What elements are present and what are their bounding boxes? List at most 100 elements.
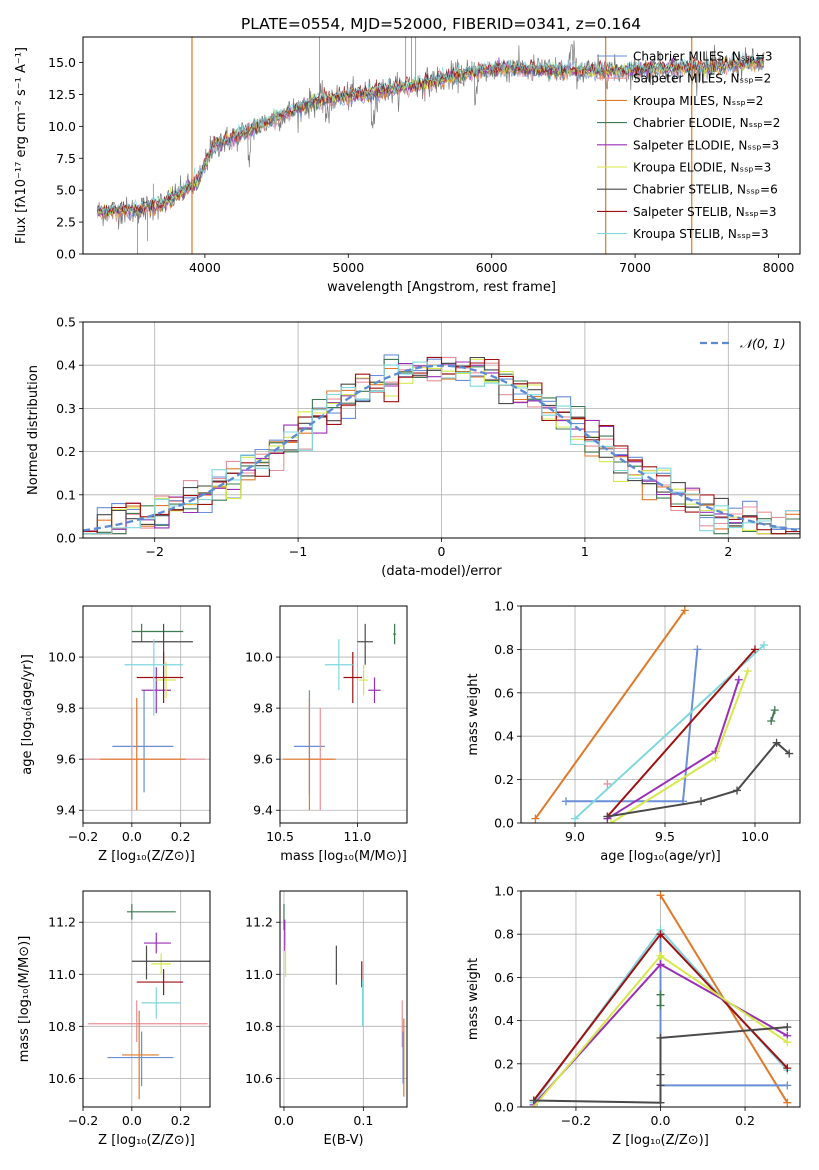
age_vs_Z-ytick-label: 10.0: [48, 650, 76, 665]
spectrum-legend-label: Salpeter MILES, Nₛₛₚ=2: [633, 72, 771, 86]
spectrum-ytick-label: 12.5: [48, 87, 76, 102]
weight_vs_age-marker-kroupa_elodie: [711, 753, 720, 762]
age_vs_Z-ytick-label: 9.8: [56, 701, 76, 716]
age_vs_mass-ytick-label: 9.6: [253, 752, 273, 767]
weight_vs_Z-line-chabrier_stelib: [533, 1026, 788, 1104]
spectrum-ytick-label: 2.5: [56, 215, 76, 230]
age_vs_Z-xtick-label: 0.2: [171, 829, 191, 844]
weight_vs_Z-ytick-label: 0.8: [494, 927, 514, 942]
weight_vs_age-marker-kroupa_stelib: [571, 814, 579, 823]
residuals-ytick-label: 0.1: [56, 487, 76, 502]
spectrum-model-line-kroupa_stelib: [96, 52, 765, 219]
weight_vs_age-marker-chabrier_elodie: [767, 717, 776, 726]
spectrum-xtick-label: 5000: [332, 260, 364, 275]
spectrum-ytick-label: 10.0: [48, 119, 76, 134]
weight_vs_age-ytick-label: 0.8: [494, 642, 514, 657]
weight_vs_Z-marker-chabrier_stelib: [656, 1098, 665, 1107]
age_vs_mass-xtick-label: 11.0: [344, 829, 372, 844]
mass_vs_ebv-xtick-label: 0.1: [353, 1113, 373, 1128]
weight_vs_age-marker-chabrier_stelib: [772, 738, 781, 747]
weight_vs_age-ytick-label: 1.0: [494, 599, 514, 614]
weight_vs_Z-ytick-label: 0.0: [494, 1100, 514, 1115]
age_vs_mass-xlabel: mass [log₁₀(M/M⊙)]: [280, 849, 407, 864]
weight_vs_age-marker-chabrier_miles: [562, 797, 570, 806]
weight_vs_Z-marker-chabrier_stelib: [656, 1070, 665, 1079]
mass_vs_ebv-ytick-label: 10.6: [245, 1071, 273, 1086]
residuals-ytick-label: 0.0: [56, 531, 76, 546]
weight_vs_Z-marker-salpeter_elodie: [656, 960, 665, 969]
weight_vs_Z-ytick-label: 0.6: [494, 970, 514, 985]
spectrum-legend-label: Salpeter ELODIE, Nₛₛₚ=3: [633, 138, 779, 152]
weight_vs_age-line-kroupa_miles: [534, 609, 686, 820]
spectrum-legend-label: Kroupa MILES, Nₛₛₚ=2: [633, 94, 763, 108]
weight_vs_Z-ytick-label: 1.0: [494, 884, 514, 899]
weight_vs_age-marker-salpeter_miles: [603, 779, 612, 788]
weight_vs_Z-marker-chabrier_miles: [783, 1081, 792, 1090]
weight_vs_age-marker-kroupa_elodie: [743, 667, 752, 676]
weight_vs_age-ytick-label: 0.0: [494, 816, 514, 831]
mass_vs_Z-ylabel: mass [log₁₀(M/M⊙)]: [17, 936, 32, 1063]
weight_vs_Z-marker-kroupa_elodie: [783, 1038, 792, 1047]
spectrum-model-line-chabrier_stelib: [97, 54, 765, 216]
weight_vs_age-marker-kroupa_miles: [531, 814, 540, 823]
weight_vs_age-ylabel: mass weight: [466, 673, 481, 755]
residuals-frame: [82, 321, 801, 539]
residuals-xtick-label: −2: [145, 544, 163, 559]
spectrum-xtick-label: 4000: [189, 260, 221, 275]
weight_vs_Z-xtick-label: 0.2: [735, 1113, 755, 1128]
weight_vs_Z-marker-chabrier_elodie: [656, 1001, 665, 1010]
weight_vs_Z-marker-salpeter_stelib: [783, 1064, 792, 1073]
spectrum-legend-label: Chabrier STELIB, Nₛₛₚ=6: [633, 183, 778, 197]
weight_vs_Z-marker-chabrier_stelib: [656, 1033, 665, 1042]
residuals-xtick-label: 1: [581, 544, 589, 559]
weight_vs_Z-line-chabrier_miles: [659, 934, 788, 1087]
weight_vs_Z-marker-chabrier_stelib: [783, 1023, 792, 1032]
mass_vs_ebv-ytick-label: 10.8: [245, 1019, 273, 1034]
residual-legend-label: 𝒩(0, 1): [740, 336, 786, 351]
residuals-xtick-label: 2: [724, 544, 732, 559]
weight_vs_Z-xlabel: Z [log₁₀(Z/Z⊙)]: [612, 1133, 709, 1148]
weight_vs_age-marker-chabrier_stelib: [785, 749, 794, 758]
spectrum-xlabel: wavelength [Angstrom, rest frame]: [327, 280, 556, 295]
weight_vs_age-marker-chabrier_miles: [693, 645, 702, 654]
spectrum-ylabel: Flux [fλ10⁻¹⁷ erg cm⁻² s⁻¹ A⁻¹]: [14, 47, 29, 244]
age_vs_Z-xlabel: Z [log₁₀(Z/Z⊙)]: [98, 849, 195, 864]
weight_vs_age-marker-chabrier_elodie: [770, 706, 779, 715]
mass_vs_ebv-xtick-label: 0.0: [274, 1113, 294, 1128]
residuals-xtick-label: −1: [289, 544, 307, 559]
mass_vs_Z-ytick-label: 11.2: [48, 915, 76, 930]
age_vs_mass-frame: [279, 605, 408, 824]
weight_vs_age-xtick-label: 9.5: [655, 829, 675, 844]
weight_vs_Z-marker-kroupa_miles: [783, 1098, 792, 1107]
mass_vs_Z-xtick-label: 0.0: [122, 1113, 142, 1128]
weight_vs_Z-marker-kroupa_miles: [656, 891, 665, 900]
residuals-ytick-label: 0.3: [56, 401, 76, 416]
age_vs_Z-xtick-label: −0.2: [68, 829, 98, 844]
spectrum-xtick-label: 8000: [763, 260, 795, 275]
mass_vs_Z-xtick-label: −0.2: [68, 1113, 98, 1128]
age_vs_mass-ytick-label: 9.8: [253, 701, 273, 716]
mass_vs_ebv-ytick-label: 11.0: [245, 967, 273, 982]
weight_vs_Z-marker-chabrier_stelib: [529, 1096, 538, 1105]
weight_vs_Z-ylabel: mass weight: [466, 958, 481, 1040]
age_vs_mass-ytick-label: 9.4: [253, 803, 273, 818]
weight_vs_age-marker-salpeter_stelib: [751, 645, 759, 654]
residuals-ylabel: Normed distribution: [26, 365, 41, 495]
mass_vs_Z-xlabel: Z [log₁₀(Z/Z⊙)]: [98, 1133, 195, 1148]
spectrum-ytick-label: 15.0: [48, 55, 76, 70]
weight_vs_Z-marker-kroupa_elodie: [656, 951, 665, 960]
weight_vs_age-marker-chabrier_stelib: [733, 786, 741, 795]
weight_vs_age-ytick-label: 0.2: [494, 772, 514, 787]
weight_vs_age-ytick-label: 0.6: [494, 685, 514, 700]
residuals-xtick-label: 0: [438, 544, 446, 559]
weight_vs_age-xtick-label: 10.0: [741, 829, 769, 844]
mass_vs_Z-ytick-label: 11.0: [48, 967, 76, 982]
mass_vs_Z-xtick-label: 0.2: [171, 1113, 191, 1128]
weight_vs_age-line-kroupa_elodie: [610, 670, 749, 823]
age_vs_Z-xtick-label: 0.0: [122, 829, 142, 844]
weight_vs_age-xlabel: age [log₁₀(age/yr)]: [600, 849, 721, 864]
mass_vs_Z-ytick-label: 10.8: [48, 1019, 76, 1034]
spectrum-legend-label: Chabrier ELODIE, Nₛₛₚ=2: [633, 116, 780, 130]
spectrum-title: PLATE=0554, MJD=52000, FIBERID=0341, z=0…: [241, 15, 641, 33]
